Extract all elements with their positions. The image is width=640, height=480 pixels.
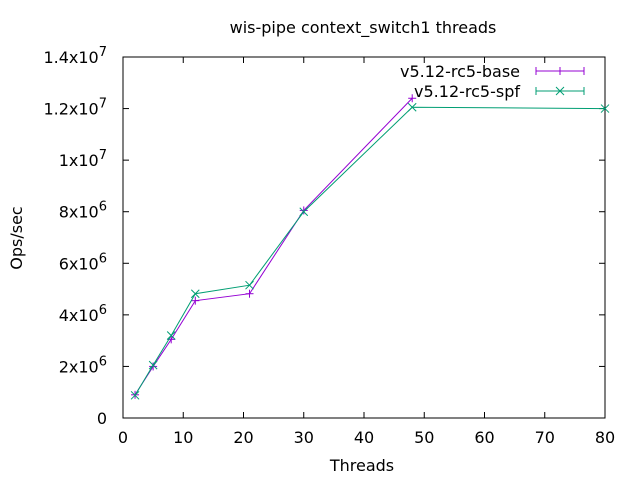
data-point [408, 94, 417, 103]
marker-stroke [555, 86, 565, 96]
x-axis-ticks: 0 10 20 30 40 50 60 70 80 [118, 57, 615, 447]
y-tick-label-exponent: 7 [99, 45, 107, 60]
marker-stroke [245, 280, 254, 290]
y-tick-label-exponent: 7 [99, 97, 107, 112]
plot-area-frame [122, 56, 606, 419]
y-tick-label: 0 [97, 409, 107, 428]
data-point [407, 102, 417, 112]
data-point [166, 331, 176, 340]
x-tick-label: 50 [414, 428, 434, 447]
data-point [600, 104, 610, 113]
legend-item: v5.12-rc5-spf [414, 82, 585, 101]
legend-marker [556, 67, 564, 75]
y-tick-label: 1.4x107 [43, 45, 107, 67]
x-tick-label: 70 [535, 428, 555, 447]
series-v5.12-rc5-spf [130, 102, 610, 400]
y-tick-label: 1.2x107 [43, 97, 107, 119]
data-point [191, 296, 200, 305]
x-tick-label: 80 [595, 428, 615, 447]
y-tick-label: 8x106 [59, 200, 107, 222]
marker-stroke [190, 289, 200, 299]
y-tick-label-mantissa: 2x10 [59, 357, 99, 376]
y-tick-label: 1x107 [59, 148, 107, 170]
data-point [299, 206, 308, 215]
marker-stroke [600, 104, 610, 113]
data-point [245, 289, 254, 298]
y-tick-label-mantissa: 4x10 [59, 306, 99, 325]
data-point [148, 360, 158, 370]
y-tick-label-mantissa: 8x10 [59, 203, 99, 222]
marker-stroke [299, 207, 309, 217]
chart-title: wis-pipe context_switch1 threads [230, 18, 497, 38]
data-point [130, 390, 140, 400]
series-layer [130, 94, 610, 400]
series-line [134, 106, 606, 396]
x-tick-label: 30 [294, 428, 314, 447]
marker-stroke [166, 331, 176, 340]
x-tick-label: 0 [118, 428, 128, 447]
x-tick-label: 10 [173, 428, 193, 447]
series-line [134, 97, 413, 396]
y-tick-label-mantissa: 6x10 [59, 254, 99, 273]
y-tick-label-mantissa: 1.2x10 [43, 100, 98, 119]
legend-label: v5.12-rc5-base [400, 62, 520, 81]
data-point [190, 289, 200, 299]
legend-marker [555, 86, 565, 96]
y-tick-label-exponent: 6 [99, 354, 107, 369]
y-tick-label-exponent: 6 [99, 303, 107, 318]
y-tick-label: 4x106 [59, 303, 107, 325]
data-point [299, 207, 309, 217]
y-tick-label-exponent: 6 [99, 251, 107, 266]
data-point [149, 362, 158, 371]
marker-stroke [130, 390, 140, 400]
y-tick-label-mantissa: 1x10 [59, 151, 99, 170]
legend-item: v5.12-rc5-base [400, 62, 585, 81]
series-v5.12-rc5-base [131, 94, 417, 399]
x-tick-label: 20 [233, 428, 253, 447]
x-tick-label: 60 [474, 428, 494, 447]
y-tick-label-exponent: 7 [99, 148, 107, 163]
legend-label: v5.12-rc5-spf [414, 82, 520, 101]
y-tick-label-mantissa: 1.4x10 [43, 48, 98, 67]
marker-stroke [148, 360, 158, 370]
data-point [245, 280, 254, 290]
y-tick-label: 6x106 [59, 251, 107, 273]
x-tick-label: 40 [354, 428, 374, 447]
marker-stroke [407, 102, 417, 112]
y-axis-label: Ops/sec [7, 206, 26, 269]
y-tick-label: 2x106 [59, 354, 107, 376]
x-axis-label: Threads [329, 456, 394, 475]
y-tick-label-exponent: 6 [99, 200, 107, 215]
